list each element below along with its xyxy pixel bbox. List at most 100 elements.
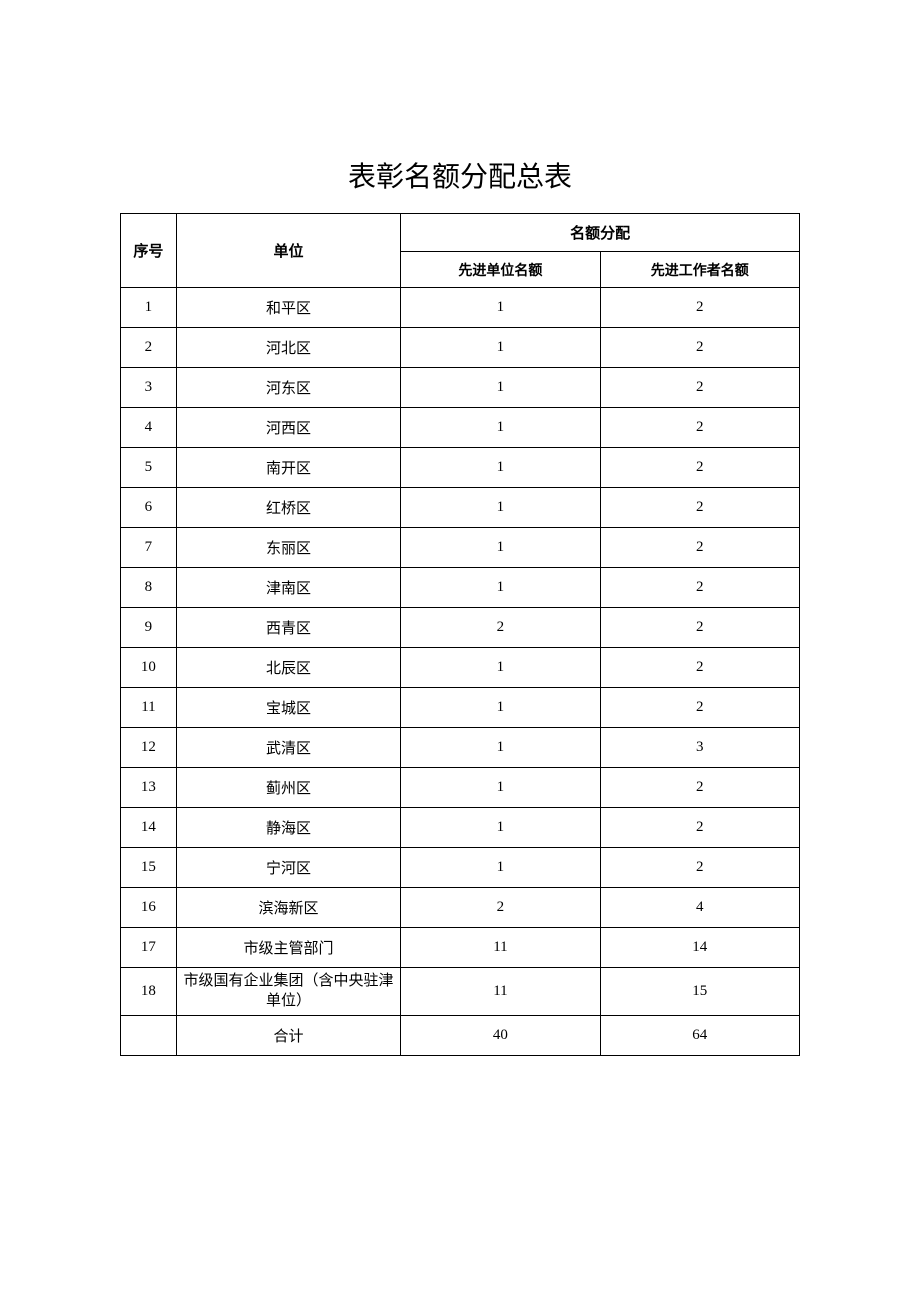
cell-seq: 8	[121, 568, 177, 608]
cell-quota-unit: 40	[401, 1016, 600, 1056]
cell-quota-unit: 1	[401, 528, 600, 568]
col-header-quota-group: 名额分配	[401, 214, 800, 252]
cell-unit: 河北区	[176, 328, 400, 368]
table-header-row-1: 序号 单位 名额分配	[121, 214, 800, 252]
cell-unit: 津南区	[176, 568, 400, 608]
cell-quota-worker: 2	[600, 608, 799, 648]
cell-quota-unit: 1	[401, 648, 600, 688]
cell-quota-worker: 2	[600, 768, 799, 808]
table-row: 3河东区12	[121, 368, 800, 408]
cell-seq: 14	[121, 808, 177, 848]
cell-quota-worker: 2	[600, 368, 799, 408]
cell-quota-unit: 1	[401, 488, 600, 528]
cell-unit: 河东区	[176, 368, 400, 408]
cell-quota-worker: 2	[600, 568, 799, 608]
cell-seq: 13	[121, 768, 177, 808]
col-header-unit: 单位	[176, 214, 400, 288]
cell-unit: 滨海新区	[176, 888, 400, 928]
cell-quota-worker: 2	[600, 808, 799, 848]
table-row: 1和平区12	[121, 288, 800, 328]
cell-quota-worker: 2	[600, 328, 799, 368]
cell-quota-worker: 2	[600, 408, 799, 448]
table-row: 16滨海新区24	[121, 888, 800, 928]
table-row: 2河北区12	[121, 328, 800, 368]
cell-unit: 河西区	[176, 408, 400, 448]
table-row: 13蓟州区12	[121, 768, 800, 808]
cell-seq: 15	[121, 848, 177, 888]
cell-quota-unit: 1	[401, 808, 600, 848]
cell-seq: 3	[121, 368, 177, 408]
table-row: 7东丽区12	[121, 528, 800, 568]
table-row: 12武清区13	[121, 728, 800, 768]
cell-quota-unit: 1	[401, 368, 600, 408]
table-body: 1和平区122河北区123河东区124河西区125南开区126红桥区127东丽区…	[121, 288, 800, 1056]
cell-quota-unit: 1	[401, 728, 600, 768]
cell-seq: 16	[121, 888, 177, 928]
quota-table: 序号 单位 名额分配 先进单位名额 先进工作者名额 1和平区122河北区123河…	[120, 213, 800, 1056]
cell-seq: 9	[121, 608, 177, 648]
cell-unit: 宝城区	[176, 688, 400, 728]
cell-seq: 10	[121, 648, 177, 688]
cell-seq: 5	[121, 448, 177, 488]
cell-quota-worker: 2	[600, 288, 799, 328]
cell-quota-worker: 2	[600, 488, 799, 528]
cell-seq: 12	[121, 728, 177, 768]
cell-quota-unit: 1	[401, 568, 600, 608]
table-total-row: 合计4064	[121, 1016, 800, 1056]
cell-quota-unit: 11	[401, 968, 600, 1016]
cell-seq: 4	[121, 408, 177, 448]
cell-unit: 和平区	[176, 288, 400, 328]
cell-quota-unit: 1	[401, 848, 600, 888]
cell-unit: 南开区	[176, 448, 400, 488]
cell-quota-worker: 2	[600, 648, 799, 688]
page-title: 表彰名额分配总表	[120, 155, 800, 195]
cell-unit: 蓟州区	[176, 768, 400, 808]
table-row: 15宁河区12	[121, 848, 800, 888]
cell-unit: 西青区	[176, 608, 400, 648]
cell-quota-worker: 15	[600, 968, 799, 1016]
cell-unit: 静海区	[176, 808, 400, 848]
cell-quota-unit: 1	[401, 328, 600, 368]
cell-quota-unit: 1	[401, 688, 600, 728]
cell-quota-unit: 1	[401, 288, 600, 328]
table-row: 8津南区12	[121, 568, 800, 608]
table-row: 5南开区12	[121, 448, 800, 488]
cell-quota-worker: 14	[600, 928, 799, 968]
cell-unit: 武清区	[176, 728, 400, 768]
cell-seq: 7	[121, 528, 177, 568]
table-row: 18市级国有企业集团（含中央驻津单位）1115	[121, 968, 800, 1016]
cell-unit: 东丽区	[176, 528, 400, 568]
cell-unit: 市级国有企业集团（含中央驻津单位）	[176, 968, 400, 1016]
cell-quota-worker: 3	[600, 728, 799, 768]
table-row: 9西青区22	[121, 608, 800, 648]
table-row: 4河西区12	[121, 408, 800, 448]
cell-unit: 北辰区	[176, 648, 400, 688]
cell-quota-worker: 2	[600, 688, 799, 728]
table-row: 6红桥区12	[121, 488, 800, 528]
cell-quota-worker: 2	[600, 528, 799, 568]
cell-unit: 合计	[176, 1016, 400, 1056]
table-row: 11宝城区12	[121, 688, 800, 728]
col-header-quota-worker: 先进工作者名额	[600, 252, 799, 288]
table-row: 10北辰区12	[121, 648, 800, 688]
cell-quota-unit: 2	[401, 608, 600, 648]
cell-quota-unit: 2	[401, 888, 600, 928]
cell-seq: 6	[121, 488, 177, 528]
col-header-quota-unit: 先进单位名额	[401, 252, 600, 288]
cell-seq	[121, 1016, 177, 1056]
cell-quota-worker: 2	[600, 448, 799, 488]
cell-quota-unit: 1	[401, 408, 600, 448]
cell-seq: 11	[121, 688, 177, 728]
table-row: 14静海区12	[121, 808, 800, 848]
cell-seq: 1	[121, 288, 177, 328]
cell-unit: 红桥区	[176, 488, 400, 528]
cell-seq: 2	[121, 328, 177, 368]
cell-quota-worker: 4	[600, 888, 799, 928]
cell-quota-worker: 64	[600, 1016, 799, 1056]
cell-quota-unit: 11	[401, 928, 600, 968]
cell-unit: 市级主管部门	[176, 928, 400, 968]
col-header-seq: 序号	[121, 214, 177, 288]
table-row: 17市级主管部门1114	[121, 928, 800, 968]
cell-quota-worker: 2	[600, 848, 799, 888]
cell-unit: 宁河区	[176, 848, 400, 888]
